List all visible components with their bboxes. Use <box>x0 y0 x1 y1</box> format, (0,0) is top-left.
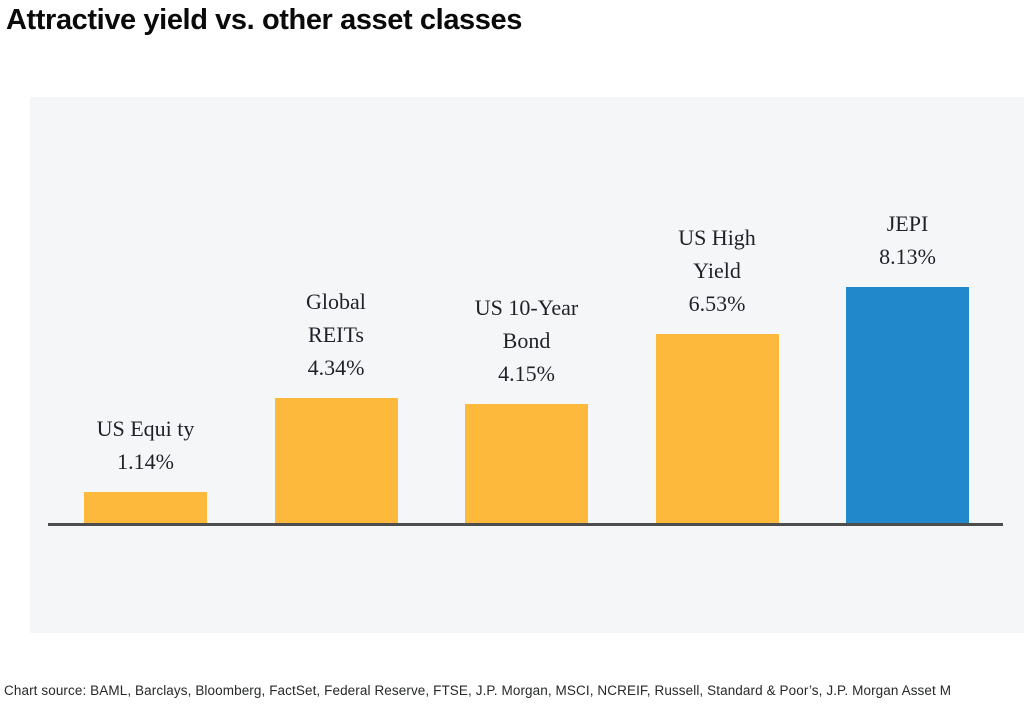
bar-label-jepi: JEPI 8.13% <box>808 207 1008 273</box>
bar-global-reits <box>274 398 398 526</box>
bar-label-line: 4.15% <box>498 361 555 386</box>
bar-label-line: 6.53% <box>688 291 746 316</box>
bar-label-us-10-year-bond: US 10-Year Bond 4.15% <box>427 291 627 390</box>
bar-label-line: 8.13% <box>879 244 936 269</box>
chart-plot-area: US Equi ty 1.14% Global REITs 4.34% US 10-Yea… <box>30 97 1024 633</box>
chart-source-note: Chart source: BAML, Barclays, Bloomberg,… <box>4 683 952 698</box>
bar-us-high-yield <box>655 334 779 526</box>
bar-us-equi-ty <box>84 492 207 526</box>
bar-label-us-high-yield: US High Yield 6.53% <box>617 221 817 320</box>
chart-title: Attractive yield vs. other asset classes <box>6 4 522 36</box>
bar-label-line: 4.34% <box>307 355 365 380</box>
bar-label-line: US 10-Year <box>474 295 579 320</box>
bar-jepi <box>846 287 969 526</box>
bar-label-line: REITs <box>308 322 364 347</box>
bar-label-global-reits: Global REITs 4.34% <box>236 285 436 384</box>
bar-label-line: Bond <box>502 328 551 353</box>
bar-label-line: US High <box>678 225 756 250</box>
bar-label-line: US Equi ty <box>96 416 195 441</box>
bar-label-line: Global <box>306 289 366 314</box>
bar-label-line: Yield <box>693 258 741 283</box>
bar-us-10-year-bond <box>465 404 588 526</box>
bar-label-line: 1.14% <box>117 449 174 474</box>
bar-label-line: JEPI <box>886 211 929 236</box>
x-axis-baseline <box>48 523 1003 526</box>
bar-label-us-equi-ty: US Equi ty 1.14% <box>46 412 246 478</box>
